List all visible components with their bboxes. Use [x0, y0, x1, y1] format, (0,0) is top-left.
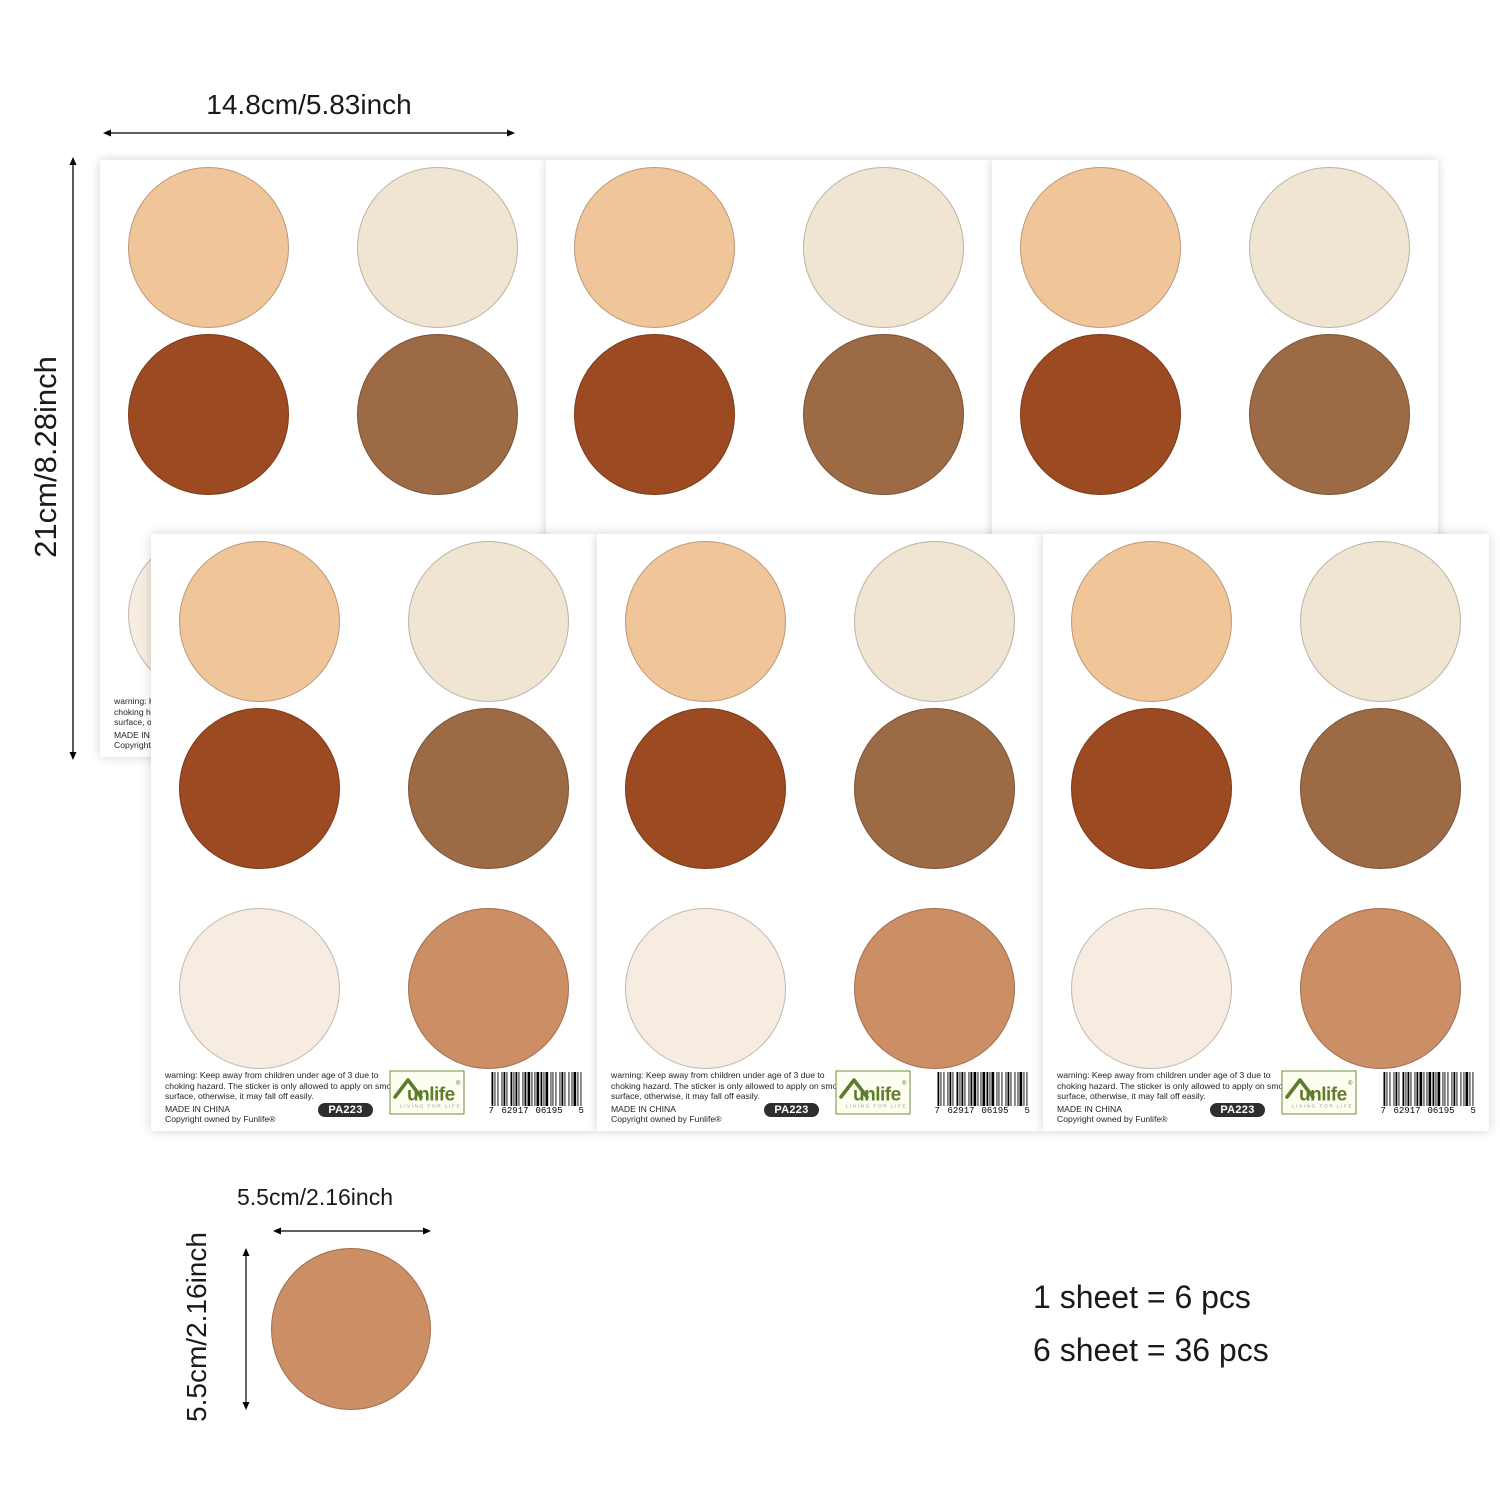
svg-text:62917: 62917 [502, 1106, 529, 1114]
svg-text:®: ® [902, 1080, 907, 1087]
svg-text:62917: 62917 [948, 1106, 975, 1114]
svg-text:®: ® [456, 1080, 461, 1087]
svg-text:unlife: unlife [1299, 1085, 1347, 1106]
svg-text:7: 7 [489, 1106, 494, 1114]
svg-text:unlife: unlife [853, 1085, 901, 1106]
svg-text:LIVING FOR LIFE: LIVING FOR LIFE [846, 1104, 907, 1110]
svg-text:5: 5 [579, 1106, 584, 1114]
svg-text:5: 5 [1471, 1106, 1476, 1114]
svg-text:5: 5 [1025, 1106, 1030, 1114]
svg-text:®: ® [1348, 1080, 1353, 1087]
svg-text:06195: 06195 [982, 1106, 1009, 1114]
svg-text:06195: 06195 [536, 1106, 563, 1114]
svg-text:62917: 62917 [1394, 1106, 1421, 1114]
svg-text:06195: 06195 [1428, 1106, 1455, 1114]
svg-text:7: 7 [935, 1106, 940, 1114]
svg-text:LIVING FOR LIFE: LIVING FOR LIFE [1292, 1104, 1353, 1110]
svg-text:LIVING FOR LIFE: LIVING FOR LIFE [400, 1104, 461, 1110]
svg-text:7: 7 [1381, 1106, 1386, 1114]
svg-text:unlife: unlife [407, 1085, 455, 1106]
